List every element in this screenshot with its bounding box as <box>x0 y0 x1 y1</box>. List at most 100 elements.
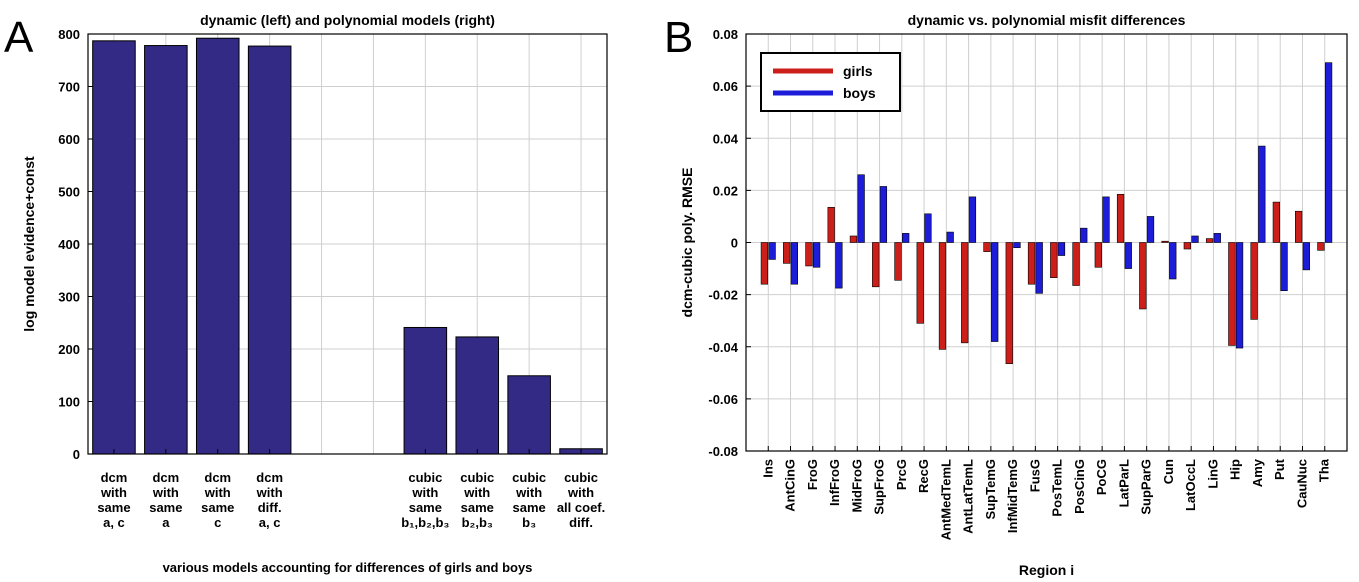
bar-girls <box>1116 193 1125 243</box>
bar-girls <box>1005 242 1013 364</box>
bar-boys <box>1013 242 1021 249</box>
x-category-label: with <box>411 485 438 500</box>
x-category-label: a, c <box>259 515 281 530</box>
y-axis-label: log model evidence+const <box>21 156 37 332</box>
bar <box>455 336 500 455</box>
x-category-label: same <box>97 500 130 515</box>
x-category-label: AntCinG <box>783 459 798 512</box>
x-category-label: FusG <box>1027 459 1042 492</box>
x-category-label: Hip <box>1228 459 1243 480</box>
y-tick-label: 0.06 <box>713 79 738 94</box>
x-category-label: PosCinG <box>1072 459 1087 514</box>
bar-boys <box>991 242 999 342</box>
x-category-label: MidFroG <box>849 459 864 512</box>
x-category-label: InfFroG <box>827 459 842 506</box>
x-category-label: cubic <box>460 470 494 485</box>
bar-boys <box>1213 233 1221 243</box>
x-category-label: b₃ <box>522 515 536 530</box>
bar-boys <box>857 174 865 243</box>
bar-girls <box>1094 242 1102 268</box>
x-axis-label: various models accounting for difference… <box>163 560 533 575</box>
bar-boys <box>1280 242 1288 292</box>
y-tick-label: 300 <box>58 290 80 305</box>
bar-girls <box>849 235 858 243</box>
x-category-label: Tha <box>1317 458 1332 482</box>
bar-boys <box>835 242 843 289</box>
bar-boys <box>1035 242 1043 294</box>
x-category-label: with <box>567 485 594 500</box>
y-tick-label: -0.02 <box>708 288 738 303</box>
bar-girls <box>1205 238 1214 243</box>
x-category-label: LatParL <box>1116 459 1131 507</box>
bar-girls <box>827 207 835 243</box>
x-category-label: dcm <box>152 470 179 485</box>
axes-frame <box>87 33 608 455</box>
x-category-label: SupFroG <box>872 459 887 515</box>
bar-girls <box>760 242 769 285</box>
bar-girls <box>805 242 813 267</box>
bar-girls <box>894 242 902 281</box>
x-category-label: with <box>204 485 231 500</box>
x-category-label: CauNuc <box>1294 459 1309 508</box>
y-tick-label: 200 <box>58 342 80 357</box>
bar-boys <box>1302 242 1310 271</box>
bar-boys <box>1235 242 1244 349</box>
x-category-label: dcm <box>204 470 231 485</box>
x-category-label: all coef. <box>557 500 605 515</box>
x-category-label: LatOccL <box>1183 459 1198 511</box>
x-category-label: with <box>463 485 490 500</box>
bar-girls <box>1183 242 1191 250</box>
x-category-label: with <box>256 485 283 500</box>
legend-box <box>760 52 901 112</box>
x-category-label: LinG <box>1205 459 1220 489</box>
bar-boys <box>1258 145 1266 243</box>
x-category-label: b₁,b₂,b₃ <box>401 515 449 530</box>
bar-girls <box>1027 242 1036 285</box>
bar <box>195 37 240 455</box>
bar-boys <box>1124 242 1132 269</box>
bar-boys <box>1080 227 1088 243</box>
bar-girls <box>1317 242 1325 251</box>
bar <box>144 45 188 455</box>
x-category-label: AntLatTemL <box>961 459 976 534</box>
x-category-label: Amy <box>1250 458 1265 487</box>
x-category-label: diff. <box>569 515 593 530</box>
axes-frame <box>745 33 1348 452</box>
y-tick-label: 600 <box>58 132 80 147</box>
bar-girls <box>783 242 791 264</box>
y-tick-label: 0 <box>731 236 738 251</box>
x-category-label: RecG <box>916 459 931 493</box>
x-category-label: PoCG <box>1094 459 1109 495</box>
x-category-label: PosTemL <box>1050 459 1065 517</box>
bar-boys <box>768 242 776 260</box>
x-category-label: with <box>100 485 127 500</box>
bar-boys <box>924 213 932 243</box>
y-tick-label: 0.08 <box>713 27 738 42</box>
x-category-label: same <box>513 500 546 515</box>
x-category-label: same <box>461 500 494 515</box>
x-axis-label: Region i <box>1019 562 1074 578</box>
x-category-label: same <box>149 500 182 515</box>
x-category-label: SupTemG <box>983 459 998 519</box>
bar-girls <box>1295 210 1303 243</box>
x-category-label: same <box>201 500 234 515</box>
y-tick-label: 0 <box>73 447 80 462</box>
bar-girls <box>961 242 969 344</box>
x-category-label: PrcG <box>894 459 909 490</box>
bar-boys <box>902 233 910 243</box>
bar <box>92 40 136 455</box>
x-category-label: Ins <box>760 459 775 478</box>
y-tick-label: 400 <box>58 237 80 252</box>
bar-girls <box>1050 242 1058 278</box>
y-tick-label: 100 <box>58 395 80 410</box>
x-category-label: a, c <box>103 515 125 530</box>
bar-boys <box>968 196 977 243</box>
x-category-label: InfMidTemG <box>1005 459 1020 533</box>
x-category-label: c <box>214 515 221 530</box>
x-category-label: cubic <box>512 470 546 485</box>
bar-boys <box>946 231 954 243</box>
y-tick-label: 800 <box>58 27 80 42</box>
x-category-label: a <box>162 515 170 530</box>
